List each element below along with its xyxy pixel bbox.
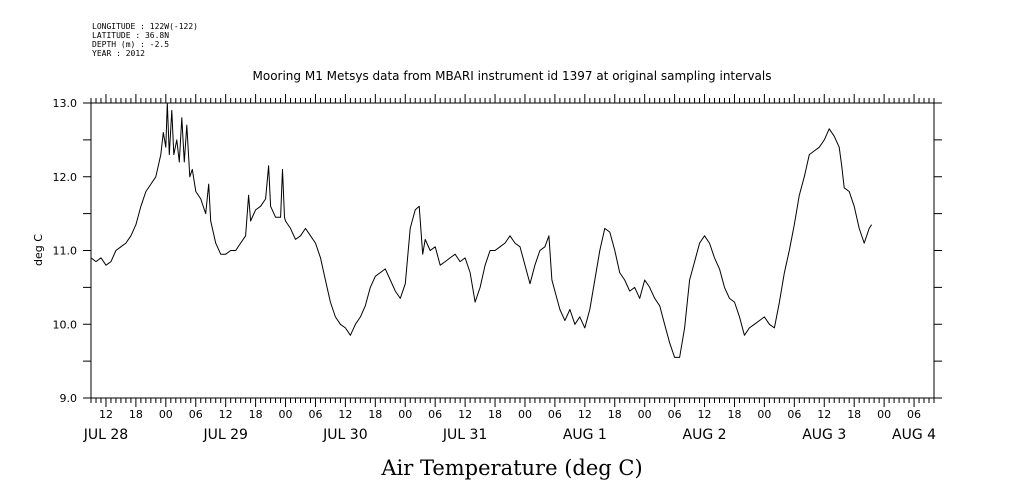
x-hour-label: 00 bbox=[877, 408, 891, 421]
x-hour-label: 00 bbox=[398, 408, 412, 421]
x-day-label: JUL 30 bbox=[322, 427, 367, 443]
x-hour-label: 12 bbox=[338, 408, 352, 421]
y-tick-label: 10.0 bbox=[53, 318, 78, 331]
x-day-label: AUG 3 bbox=[802, 427, 846, 443]
x-hour-label: 00 bbox=[638, 408, 652, 421]
x-hour-label: 18 bbox=[608, 408, 622, 421]
y-tick-label: 12.0 bbox=[53, 171, 78, 184]
x-hour-label: 06 bbox=[548, 408, 562, 421]
x-hour-label: 12 bbox=[698, 408, 712, 421]
x-hour-label: 18 bbox=[249, 408, 263, 421]
x-tick-labels: 12 18 00 06 12 18 00 06 12 18 00 06 12 18 00 06 12 18 00 06… bbox=[99, 408, 921, 421]
y-axis-label: deg C bbox=[32, 234, 45, 266]
day-labels: JUL 28 JUL 29 JUL 30 JUL 31 AUG 1 AUG 2 AUG 3 A… bbox=[83, 427, 936, 443]
x-hour-label: 06 bbox=[308, 408, 322, 421]
x-day-label: JUL 28 bbox=[83, 427, 128, 443]
x-hour-label: 18 bbox=[847, 408, 861, 421]
series-line-air-temperature bbox=[90, 102, 873, 358]
x-day-label: AUG 1 bbox=[563, 427, 607, 443]
x-hour-label: 00 bbox=[159, 408, 173, 421]
x-hour-label: 06 bbox=[668, 408, 682, 421]
x-hour-label: 00 bbox=[279, 408, 293, 421]
meta-info: LONGITUDE : 122W(-122) LATITUDE : 36.8N … bbox=[92, 22, 198, 58]
axis-ticks bbox=[83, 94, 942, 407]
x-hour-label: 18 bbox=[488, 408, 502, 421]
y-tick-labels: 9.0 10.0 11.0 12.0 13.0 bbox=[53, 97, 78, 405]
x-hour-label: 12 bbox=[817, 408, 831, 421]
x-hour-label: 00 bbox=[518, 408, 532, 421]
meta-line-latitude: LATITUDE : 36.8N bbox=[92, 31, 169, 40]
x-hour-label: 06 bbox=[189, 408, 203, 421]
x-day-label: JUL 29 bbox=[202, 427, 247, 443]
x-day-label: AUG 4 bbox=[892, 427, 936, 443]
x-hour-label: 06 bbox=[907, 408, 921, 421]
x-hour-label: 12 bbox=[219, 408, 233, 421]
meta-line-depth: DEPTH (m) : -2.5 bbox=[92, 40, 169, 49]
meta-line-longitude: LONGITUDE : 122W(-122) bbox=[92, 22, 198, 31]
x-day-label: JUL 31 bbox=[442, 427, 487, 443]
x-hour-label: 18 bbox=[368, 408, 382, 421]
chart-title: Mooring M1 Metsys data from MBARI instru… bbox=[253, 69, 772, 83]
x-hour-label: 18 bbox=[727, 408, 741, 421]
x-hour-label: 06 bbox=[787, 408, 801, 421]
x-hour-label: 00 bbox=[757, 408, 771, 421]
x-day-label: AUG 2 bbox=[683, 427, 727, 443]
y-tick-label: 11.0 bbox=[53, 245, 78, 258]
meta-line-year: YEAR : 2012 bbox=[92, 49, 145, 58]
x-hour-label: 06 bbox=[428, 408, 442, 421]
x-axis-title: Air Temperature (deg C) bbox=[380, 456, 642, 480]
x-hour-label: 18 bbox=[129, 408, 143, 421]
y-tick-label: 9.0 bbox=[60, 392, 78, 405]
plot-frame bbox=[90, 102, 935, 399]
y-tick-label: 13.0 bbox=[53, 97, 78, 110]
x-hour-label: 12 bbox=[578, 408, 592, 421]
x-hour-label: 12 bbox=[99, 408, 113, 421]
x-hour-label: 12 bbox=[458, 408, 472, 421]
